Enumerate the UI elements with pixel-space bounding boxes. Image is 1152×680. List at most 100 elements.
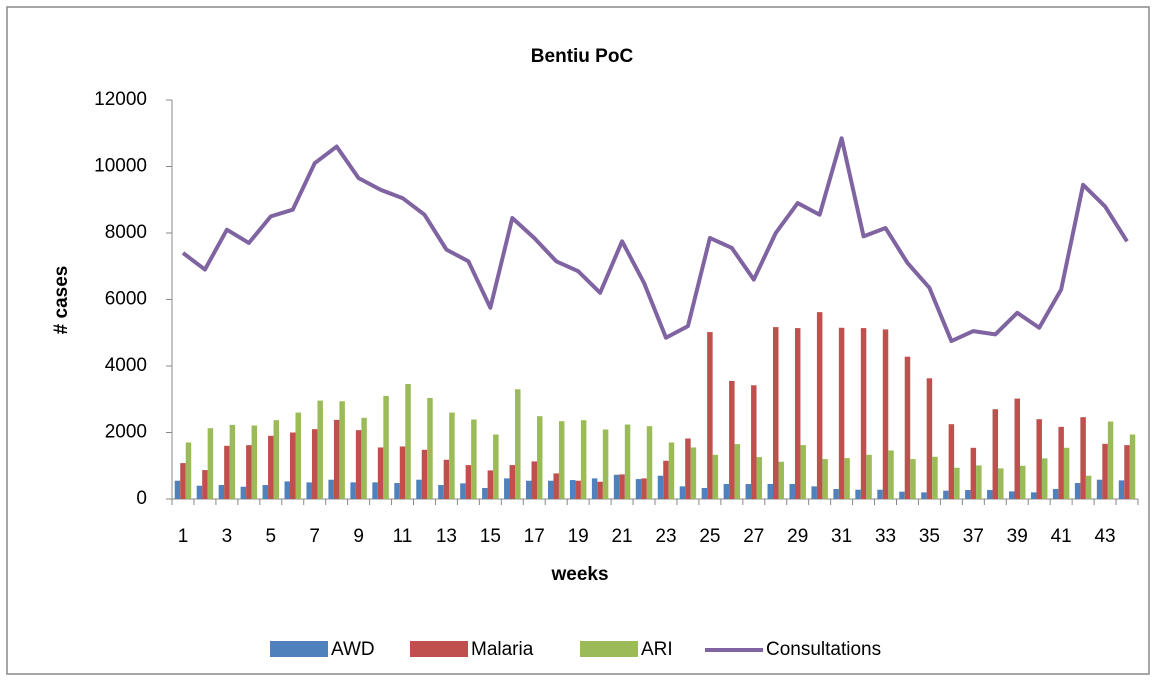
legend-swatch [410,641,468,657]
bar [394,483,400,499]
bar [970,447,977,499]
bar [1085,475,1092,499]
legend-swatch [270,641,328,657]
bar [460,483,466,499]
bar [1063,447,1070,499]
bar [202,470,208,499]
x-tick-label: 5 [266,526,277,547]
y-axis-label: # cases [51,266,72,335]
bar [207,428,214,499]
bar [976,465,982,499]
bar [822,459,828,499]
bar [992,409,999,499]
bar [948,424,955,499]
bar [1041,458,1048,499]
x-tick-label: 25 [699,526,720,547]
bar [427,397,433,499]
bar [273,420,280,499]
bar [591,478,598,499]
bar [361,417,367,499]
bar [493,434,499,499]
legend-label: Consultations [766,639,881,660]
bar [224,445,230,499]
x-tick-label: 1 [178,526,189,547]
x-tick-label: 37 [963,526,984,547]
x-tick-label: 3 [222,526,233,547]
bar [339,401,345,499]
bar [383,395,389,499]
bar [899,491,905,499]
bar [438,485,444,499]
bar [855,489,861,499]
bar [262,485,269,499]
bar [180,463,186,499]
legend-label: ARI [641,639,673,660]
y-tick-label: 0 [136,488,147,509]
bar [690,447,697,499]
bar [833,489,839,499]
bar [558,421,565,499]
bar [1036,419,1042,499]
x-tick-label: 33 [875,526,896,547]
bar [504,478,510,499]
bar [1019,465,1026,499]
bar [679,486,686,499]
bar [866,454,872,499]
bar [811,486,817,499]
bar [443,459,450,499]
bar [838,327,845,499]
bar [888,450,894,499]
bar [877,489,883,499]
bar [624,424,631,499]
x-tick-label: 43 [1094,526,1115,547]
x-tick-label: 31 [831,526,852,547]
x-axis-label: weeks [550,564,608,585]
bar [377,447,384,499]
bar [707,332,713,499]
bar [1080,417,1086,499]
bar [1058,426,1064,499]
bar [311,429,318,499]
bar [943,490,949,499]
bar [350,482,356,499]
bar [844,458,850,499]
bar [597,481,603,499]
bar [641,478,647,499]
bar [635,479,642,499]
bar [229,424,236,499]
x-tick-label: 39 [1007,526,1028,547]
legend-label: Malaria [471,639,534,660]
bar [246,445,252,499]
bar [421,449,428,499]
bar [1030,492,1037,499]
bar [509,465,516,499]
bar [965,490,971,499]
bar [602,429,609,499]
bar [685,438,691,499]
x-tick-label: 21 [611,526,632,547]
x-tick-label: 9 [353,526,364,547]
y-tick-label: 8000 [105,222,147,243]
bar [778,461,784,499]
bar [328,479,334,499]
bar [729,380,735,499]
bar [405,383,411,499]
bar [465,465,472,499]
y-tick-label: 2000 [105,422,147,443]
bar [663,460,669,499]
bar [1124,445,1130,499]
bar [1074,483,1081,499]
bar [218,485,225,499]
y-tick-label: 12000 [94,89,147,110]
bar [569,480,576,499]
bar [575,480,581,499]
bar [251,425,258,499]
bar [745,484,752,499]
chart-title: Bentiu PoC [531,46,634,67]
bar [668,442,675,499]
bar [1052,489,1059,499]
bar [240,486,247,499]
bar [1009,491,1015,499]
bar [921,492,927,499]
